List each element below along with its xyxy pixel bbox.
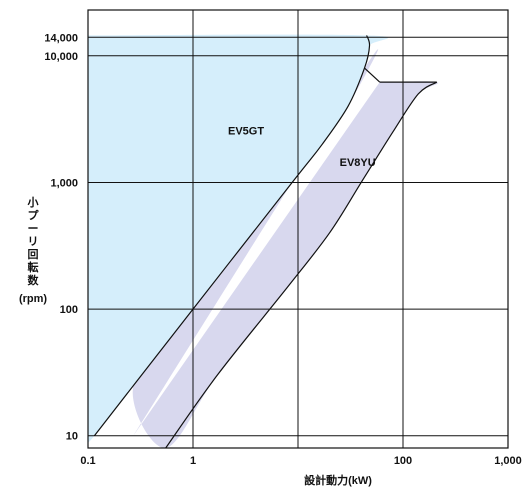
series-area-ev5gt [88,34,388,443]
series-label-ev5gt: EV5GT [228,125,264,137]
y-axis-title-char-4: 回 [28,247,39,261]
areas-layer [88,34,439,448]
series-outline-ev8yu-join [364,67,381,83]
y-axis-title-char-0: 小 [27,195,39,209]
series-label-ev8yu: EV8YU [340,157,376,169]
outline-layer [93,35,438,448]
y-axis-unit: (rpm) [19,293,47,305]
y-tick-label-3: 10,000 [44,51,78,63]
y-tick-label-0: 10 [66,431,78,443]
y-axis-title-char-1: プ [28,208,40,222]
frame-layer [87,9,509,449]
series-outline-ev8yu-lower [165,81,438,448]
x-tick-label-1: 1 [190,455,196,467]
x-tick-label-4: 1,000 [494,455,522,467]
series-outline-ev5gt [93,35,371,437]
ticks-layer: 0.1 1 100 1,000 10 100 1,000 10,000 14,000 [44,32,521,467]
x-tick-label-0: 0.1 [80,455,95,467]
y-tick-label-1: 100 [60,304,78,316]
series-area-ev8yu [132,49,439,448]
y-tick-label-4: 14,000 [44,32,78,44]
y-axis-title-char-6: 数 [28,273,40,287]
y-axis-title-char-5: 転 [28,260,39,274]
y-axis-title-char-2: ー [28,223,39,235]
y-tick-label-2: 1,000 [50,177,78,189]
y-axis-title-char-3: リ [28,235,39,248]
x-axis-title: 設計動力(kW) [304,473,372,487]
x-tick-label-3: 100 [394,455,412,467]
plot-frame [87,9,509,449]
